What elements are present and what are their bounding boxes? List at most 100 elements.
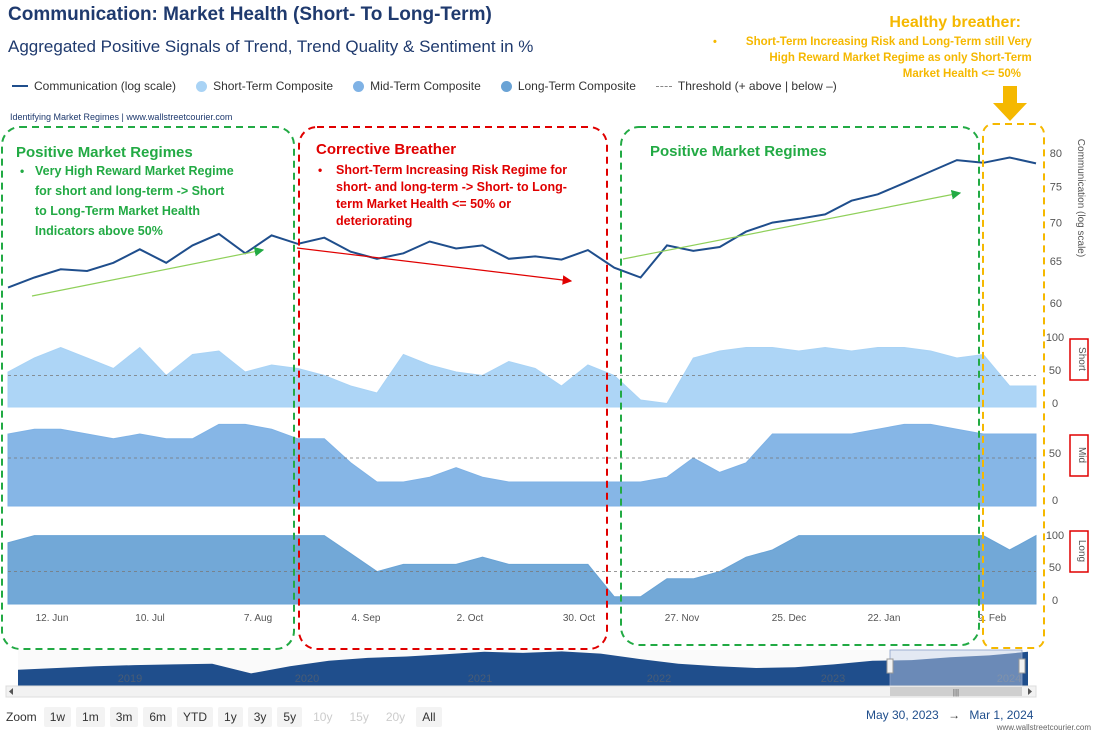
chart-title: Communication: Market Health (Short- To …: [8, 4, 492, 25]
legend-item-short[interactable]: Short-Term Composite: [196, 79, 333, 93]
legend-item-mid[interactable]: Mid-Term Composite: [353, 79, 481, 93]
x-tick-label: 4. Sep: [352, 613, 381, 624]
zoom-button-3y[interactable]: 3y: [247, 707, 273, 727]
corrective-title: Corrective Breather: [316, 141, 456, 158]
zoom-button-20y: 20y: [380, 707, 411, 727]
mid-composite-area: [7, 423, 1037, 507]
zoom-button-6m[interactable]: 6m: [143, 707, 173, 727]
legend-label-price: Communication (log scale): [34, 79, 177, 93]
x-tick-label: 7. Aug: [244, 613, 272, 624]
grip-icon: |||: [953, 688, 959, 697]
range-from[interactable]: May 30, 2023: [866, 708, 939, 722]
chart-subtitle: Aggregated Positive Signals of Trend, Tr…: [8, 37, 534, 56]
zoom-button-1m[interactable]: 1m: [76, 707, 105, 727]
navigator-series: [18, 651, 1028, 686]
positive-regime-box-1: [1, 126, 295, 650]
navigator-handle-left[interactable]: [886, 658, 894, 674]
price-y-tick: 70: [1050, 218, 1062, 230]
positive-regime-title-2: Positive Market Regimes: [650, 143, 827, 160]
long-y-tick: 100: [1046, 530, 1064, 542]
navigator-year-label: 2020: [295, 673, 319, 685]
navigator-selection[interactable]: [889, 649, 1023, 687]
navigator-year-label: 2024: [997, 673, 1021, 685]
x-tick-label: 10. Jul: [135, 613, 164, 624]
legend: Communication (log scale) Short-Term Com…: [12, 79, 837, 93]
legend-item-price[interactable]: Communication (log scale): [12, 79, 176, 93]
long-y-tick: 50: [1049, 562, 1061, 574]
x-tick-label: 27. Nov: [665, 613, 699, 624]
mid-axis-title: Mid: [1076, 447, 1087, 463]
zoom-label: Zoom: [6, 710, 37, 724]
range-to[interactable]: Mar 1, 2024: [969, 708, 1034, 722]
circle-swatch-icon: [353, 80, 365, 92]
x-tick-label: 30. Oct: [563, 613, 595, 624]
price-line: [7, 156, 1037, 289]
downtrend-arrow: [296, 247, 573, 285]
mid-y-tick: 0: [1052, 495, 1058, 507]
legend-item-threshold[interactable]: Threshold (+ above | below –): [655, 79, 837, 93]
scroll-right-icon[interactable]: [1028, 688, 1032, 695]
price-y-tick: 60: [1050, 298, 1062, 310]
legend-label-threshold: Threshold (+ above | below –): [677, 79, 837, 93]
date-range: May 30, 2023 → Mar 1, 2024: [866, 708, 1033, 722]
circle-swatch-icon: [500, 80, 512, 92]
positive-regime-title-1: Positive Market Regimes: [16, 144, 193, 161]
legend-label-short: Short-Term Composite: [213, 79, 334, 93]
down-arrow-icon: [993, 86, 1027, 121]
dash-swatch-icon: [655, 85, 672, 87]
positive-regime-box-2: [620, 126, 980, 646]
scrollbar-thumb[interactable]: [890, 687, 1022, 696]
zoom-button-5y[interactable]: 5y: [277, 707, 303, 727]
navigator-year-label: 2019: [118, 673, 142, 685]
short-y-tick: 100: [1046, 332, 1064, 344]
zoom-button-1y[interactable]: 1y: [218, 707, 243, 727]
zoom-button-1w[interactable]: 1w: [43, 707, 72, 727]
navigator-handle-right[interactable]: [1018, 658, 1026, 674]
short-label-box: [1069, 338, 1089, 381]
mid-label-box: [1069, 434, 1089, 477]
bullet-icon: •: [318, 163, 322, 177]
healthy-breather-bullet: Short-Term Increasing Risk and Long-Term…: [746, 36, 1035, 80]
corrective-box: [298, 126, 608, 650]
zoom-button-all[interactable]: All: [416, 707, 442, 727]
range-arrow: →: [948, 708, 961, 722]
x-tick-label: 9. Feb: [978, 613, 1007, 624]
legend-label-mid: Mid-Term Composite: [370, 79, 481, 93]
navigator-scrollbar[interactable]: [5, 685, 1037, 698]
scroll-left-icon[interactable]: [9, 688, 13, 695]
price-y-tick: 80: [1050, 148, 1062, 160]
x-tick-label: 12. Jun: [36, 613, 69, 624]
zoom-button-15y: 15y: [343, 707, 374, 727]
long-composite-area: [7, 534, 1037, 605]
bullet-icon: •: [20, 164, 24, 178]
legend-label-long: Long-Term Composite: [517, 79, 636, 93]
watermark-text: www.wallstreetcourier.com: [996, 723, 1091, 732]
zoom-button-10y: 10y: [307, 707, 338, 727]
navigator-year-label: 2022: [647, 673, 671, 685]
credit-text: Identifying Market Regimes | www.wallstr…: [10, 112, 233, 122]
price-axis-title: Communication (log scale): [1075, 139, 1086, 257]
x-tick-label: 2. Oct: [457, 613, 484, 624]
healthy-breather-title: Healthy breather:: [889, 14, 1021, 31]
short-y-tick: 50: [1049, 365, 1061, 377]
line-swatch-icon: [12, 85, 28, 87]
long-label-box: [1069, 530, 1089, 573]
corrective-bullet: Short-Term Increasing Risk Regime for sh…: [336, 163, 571, 228]
navigator-year-label: 2023: [821, 673, 845, 685]
price-y-tick: 65: [1050, 256, 1062, 268]
short-composite-area: [7, 346, 1037, 408]
navigator[interactable]: 2019 2020 2021 2022 2023 2024 |||: [5, 649, 1037, 698]
short-axis-title: Short: [1076, 347, 1087, 371]
zoom-button-ytd[interactable]: YTD: [177, 707, 214, 727]
price-y-tick: 75: [1050, 182, 1062, 194]
legend-item-long[interactable]: Long-Term Composite: [500, 79, 636, 93]
circle-swatch-icon: [196, 80, 208, 92]
zoom-button-3m[interactable]: 3m: [109, 707, 139, 727]
long-y-tick: 0: [1052, 595, 1058, 607]
x-tick-label: 22. Jan: [868, 613, 901, 624]
uptrend-arrow-1: [31, 246, 265, 297]
positive-regime-bullet-1: Very High Reward Market Regime for short…: [35, 164, 237, 238]
bullet-icon: •: [713, 36, 717, 48]
x-tick-label: 25. Dec: [772, 613, 806, 624]
